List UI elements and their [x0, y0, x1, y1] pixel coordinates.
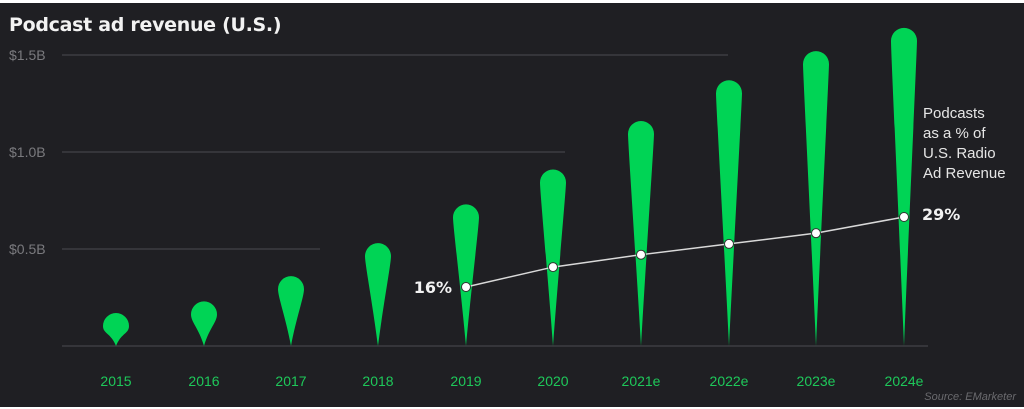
x-tick-label: 2023e	[797, 373, 836, 389]
percent-point	[548, 262, 558, 273]
x-tick-label: 2017	[275, 373, 306, 389]
bar	[540, 169, 566, 346]
chart-title: Podcast ad revenue (U.S.)	[9, 14, 282, 36]
percent-line	[465, 216, 905, 288]
bar	[716, 80, 742, 347]
x-tick-label: 2024e	[885, 373, 924, 389]
y-tick-label: $1.0B	[9, 144, 46, 160]
percent-label-start: 16%	[414, 278, 452, 297]
percent-point	[811, 228, 821, 239]
bar	[891, 27, 917, 347]
percent-point	[636, 249, 646, 260]
annotation-line: as a % of	[923, 125, 986, 142]
annotation-line: U.S. Radio	[923, 145, 996, 162]
bar	[453, 204, 479, 346]
bar	[803, 51, 829, 347]
chart-plot: $1.5B $1.0B $0.5B 2015 2016 2017 2018 2019 2020 2…	[9, 27, 1006, 389]
source-note: Source: EMarketer	[924, 391, 1016, 403]
annotation-line: Podcasts	[923, 105, 985, 122]
x-tick-label: 2015	[100, 373, 131, 389]
percent-label-end: 29%	[922, 205, 960, 224]
x-tick-label: 2016	[188, 373, 219, 389]
x-tick-label: 2018	[362, 373, 393, 389]
bar	[365, 243, 391, 346]
x-tick-label: 2019	[450, 373, 481, 389]
x-tick-label: 2022e	[710, 373, 749, 389]
x-tick-label: 2020	[537, 373, 568, 389]
bar	[103, 313, 129, 346]
percent-point	[461, 282, 471, 292]
percent-point	[724, 238, 734, 249]
chart-frame: Podcast ad revenue (U.S.) $1.5B $1.0B $0.5…	[0, 3, 1024, 407]
percent-point	[899, 212, 909, 222]
y-tick-label: $0.5B	[9, 241, 46, 257]
bar	[191, 301, 217, 346]
y-tick-label: $1.5B	[9, 47, 46, 63]
bar	[628, 120, 654, 346]
bar	[278, 276, 304, 346]
x-tick-label: 2021e	[622, 373, 661, 389]
annotation-line: Ad Revenue	[923, 165, 1006, 182]
